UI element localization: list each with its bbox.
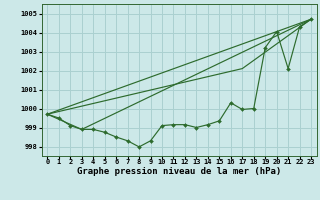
X-axis label: Graphe pression niveau de la mer (hPa): Graphe pression niveau de la mer (hPa) [77,167,281,176]
